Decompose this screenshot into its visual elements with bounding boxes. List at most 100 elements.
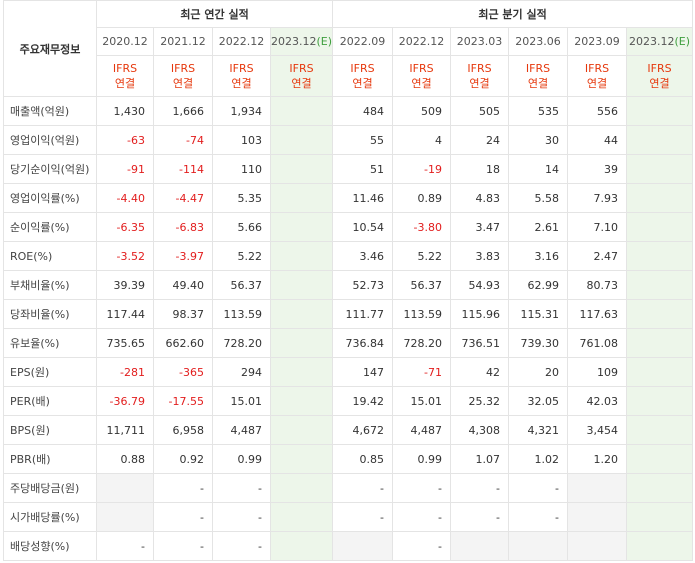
annual-value-cell: 4,487 xyxy=(212,415,271,445)
quarter-value-cell: 18 xyxy=(450,154,510,184)
quarter-value-cell: 115.96 xyxy=(450,299,510,329)
quarter-value-cell: 4,487 xyxy=(392,415,452,445)
quarter-value-cell: 20 xyxy=(508,357,569,387)
annual-value-cell: -281 xyxy=(96,357,154,387)
quarter-value-cell: 761.08 xyxy=(567,328,628,358)
basis-header: IFRS 연결 xyxy=(153,55,213,97)
annual-value-cell: -365 xyxy=(153,357,213,387)
annual-value-cell xyxy=(269,270,334,300)
period-label: 2022.12 xyxy=(398,35,445,48)
annual-value-cell: 11,711 xyxy=(96,415,154,445)
quarter-value-cell: 556 xyxy=(567,96,628,126)
annual-value-cell: -17.55 xyxy=(153,386,213,416)
annual-value-cell: 1,934 xyxy=(212,96,271,126)
row-label: 배당성향(%) xyxy=(3,531,97,561)
period-header: 2022.09 xyxy=(332,27,394,56)
table-row: EPS(원) -281 -365 294 147 -71 42 20 109 xyxy=(3,357,694,387)
annual-value-cell: -6.35 xyxy=(96,212,154,242)
row-label: 부채비율(%) xyxy=(3,270,97,300)
quarter-value-cell xyxy=(626,183,694,213)
period-label: 2022.12 xyxy=(218,35,265,48)
quarter-value-cell: 111.77 xyxy=(332,299,394,329)
row-label: 유보율(%) xyxy=(3,328,97,358)
quarter-value-cell: 728.20 xyxy=(392,328,452,358)
annual-value-cell: 662.60 xyxy=(153,328,213,358)
quarter-value-cell: - xyxy=(392,473,452,503)
annual-value-cell: - xyxy=(153,531,213,561)
annual-value-cell: 6,958 xyxy=(153,415,213,445)
quarter-value-cell xyxy=(626,386,694,416)
quarter-value-cell: 0.85 xyxy=(332,444,394,474)
table-row: 당기순이익(억원) -91 -114 110 51 -19 18 14 39 xyxy=(3,154,694,184)
quarter-value-cell xyxy=(626,473,694,503)
annual-value-cell: - xyxy=(153,473,213,503)
quarter-value-cell xyxy=(450,531,510,561)
quarter-value-cell xyxy=(626,415,694,445)
quarter-value-cell: 62.99 xyxy=(508,270,569,300)
period-label: 2023.12 xyxy=(271,35,317,48)
row-label: PBR(배) xyxy=(3,444,97,474)
quarter-value-cell: 115.31 xyxy=(508,299,569,329)
basis-consolidation: 연결 xyxy=(352,77,373,90)
quarter-value-cell xyxy=(626,241,694,271)
quarter-value-cell: - xyxy=(450,473,510,503)
annual-value-cell xyxy=(269,154,334,184)
basis-header: IFRS 연결 xyxy=(392,55,452,97)
annual-value-cell xyxy=(269,212,334,242)
basis-consolidation: 연결 xyxy=(172,77,194,90)
quarter-value-cell: 7.93 xyxy=(567,183,628,213)
annual-value-cell: -114 xyxy=(153,154,213,184)
annual-value-cell: 113.59 xyxy=(212,299,271,329)
quarter-value-cell: 42 xyxy=(450,357,510,387)
annual-value-cell xyxy=(269,415,334,445)
quarter-value-cell: 3,454 xyxy=(567,415,628,445)
period-label: 2023.12 xyxy=(629,35,675,48)
quarter-value-cell xyxy=(626,299,694,329)
quarter-value-cell xyxy=(567,531,628,561)
basis-standard: IFRS xyxy=(112,62,138,75)
annual-value-cell: 117.44 xyxy=(96,299,154,329)
period-header: 2023.03 xyxy=(450,27,510,56)
quarter-value-cell: 80.73 xyxy=(567,270,628,300)
annual-value-cell: - xyxy=(212,473,271,503)
basis-consolidation: 연결 xyxy=(586,77,608,90)
period-header: 2023.12(E) xyxy=(269,27,334,56)
annual-value-cell: 735.65 xyxy=(96,328,154,358)
table-row: BPS(원) 11,711 6,958 4,487 4,672 4,487 4,308 4,3… xyxy=(3,415,694,445)
basis-header: IFRS 연결 xyxy=(567,55,628,97)
annual-value-cell: - xyxy=(153,502,213,532)
quarter-value-cell: 19.42 xyxy=(332,386,394,416)
quarter-value-cell: 4.83 xyxy=(450,183,510,213)
table-row: 부채비율(%) 39.39 49.40 56.37 52.73 56.37 54.93 62.… xyxy=(3,270,694,300)
quarter-value-cell: 30 xyxy=(508,125,569,155)
quarter-value-cell: 484 xyxy=(332,96,394,126)
period-header: 2020.12 xyxy=(96,27,154,56)
quarter-value-cell: 736.51 xyxy=(450,328,510,358)
quarter-group-header: 최근 분기 실적 xyxy=(332,0,694,28)
quarter-value-cell: - xyxy=(508,473,569,503)
basis-consolidation: 연결 xyxy=(649,77,670,90)
period-header: 2023.06 xyxy=(508,27,569,56)
row-label: EPS(원) xyxy=(3,357,97,387)
period-label: 2023.03 xyxy=(456,35,503,48)
annual-value-cell: 728.20 xyxy=(212,328,271,358)
row-label: 순이익률(%) xyxy=(3,212,97,242)
header-group-row: 주요재무정보 최근 연간 실적 최근 분기 실적 xyxy=(3,0,694,97)
period-header: 2023.12(E) xyxy=(626,27,694,56)
quarter-value-cell: 109 xyxy=(567,357,628,387)
table-row: 유보율(%) 735.65 662.60 728.20 736.84 728.20 736.… xyxy=(3,328,694,358)
quarter-value-cell: -71 xyxy=(392,357,452,387)
row-label: 주당배당금(원) xyxy=(3,473,97,503)
quarter-value-cell: 1.20 xyxy=(567,444,628,474)
row-label: 영업이익(억원) xyxy=(3,125,97,155)
quarter-value-cell: 32.05 xyxy=(508,386,569,416)
period-label: 2023.06 xyxy=(515,35,561,48)
quarter-value-cell: 1.07 xyxy=(450,444,510,474)
quarter-value-cell: 3.16 xyxy=(508,241,569,271)
annual-value-cell xyxy=(269,241,334,271)
table-row: 매출액(억원) 1,430 1,666 1,934 484 509 505 535 556 xyxy=(3,96,694,126)
period-header: 2021.12 xyxy=(153,27,213,56)
annual-value-cell: 98.37 xyxy=(153,299,213,329)
annual-value-cell: 39.39 xyxy=(96,270,154,300)
quarter-value-cell: 1.02 xyxy=(508,444,569,474)
